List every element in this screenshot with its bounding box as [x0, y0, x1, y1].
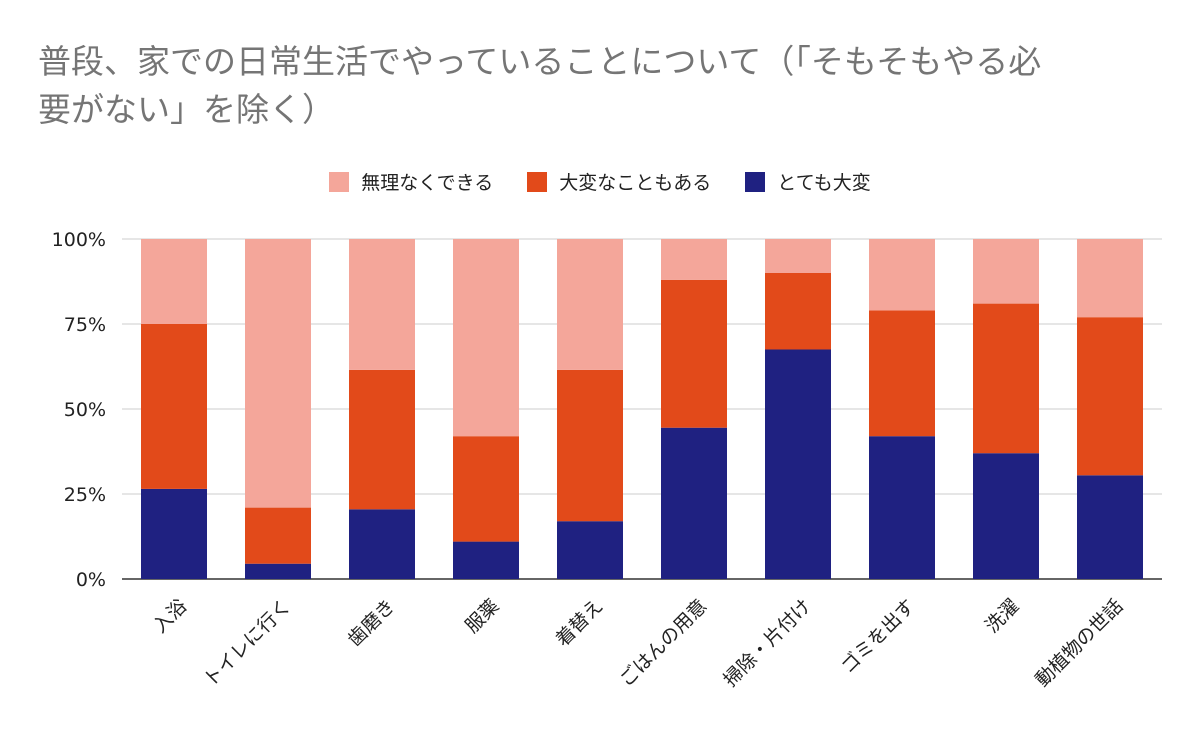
- y-tick-label: 100%: [52, 229, 106, 251]
- bar-segment: [245, 563, 311, 579]
- bar-segment: [661, 427, 727, 579]
- y-tick-label: 50%: [64, 399, 106, 421]
- legend-swatch-very-hard: [745, 171, 766, 192]
- bar-segment: [765, 349, 831, 579]
- x-tick-label: 服薬: [461, 595, 503, 637]
- bar-segment: [453, 541, 519, 579]
- bar-segment: [141, 324, 207, 489]
- bar-segment: [1077, 239, 1143, 318]
- x-tick-label: 掃除・片付け: [719, 595, 815, 691]
- bar-segment: [141, 488, 207, 579]
- bar-segment: [973, 303, 1039, 454]
- chart-legend: 無理なくできる 大変なこともある とても大変: [0, 168, 1200, 195]
- bar-segment: [661, 279, 727, 428]
- bar-segment: [869, 436, 935, 579]
- x-tick-label: 動植物の世話: [1031, 595, 1127, 691]
- legend-label-sometimes-hard: 大変なこともある: [559, 172, 712, 194]
- legend-label-very-hard: とても大変: [777, 172, 871, 194]
- bar-segment: [661, 239, 727, 280]
- legend-swatch-sometimes-hard: [527, 171, 548, 192]
- bar-segment: [557, 521, 623, 579]
- bar-segment: [557, 239, 623, 370]
- x-tick-label: 歯磨き: [344, 595, 400, 651]
- bar-segment: [557, 369, 623, 522]
- bar-segment: [973, 453, 1039, 579]
- bar-segment: [141, 239, 207, 324]
- bar-segment: [1077, 317, 1143, 476]
- legend-item-sometimes-hard: 大変なこともある: [527, 168, 711, 195]
- legend-item-very-hard: とても大変: [745, 168, 871, 195]
- bar-segment: [453, 239, 519, 437]
- chart-title: 普段、家での日常生活でやっていることについて（「そもそもやる必 要がない」を除く…: [38, 38, 1178, 134]
- bar-segment: [349, 369, 415, 510]
- bar-segment: [245, 507, 311, 564]
- bar-segment: [765, 273, 831, 350]
- bar-segment: [869, 239, 935, 311]
- bar-segment: [349, 239, 415, 370]
- x-tick-label: ゴミを出す: [837, 595, 920, 678]
- bar-segment: [245, 239, 311, 508]
- legend-item-easy: 無理なくできる: [329, 168, 493, 195]
- x-tick-label: ごはんの用意: [615, 595, 711, 691]
- x-tick-label: トイレに行く: [199, 595, 295, 691]
- chart-title-line-1: 普段、家での日常生活でやっていることについて（「そもそもやる必: [38, 42, 1042, 81]
- chart-title-line-2: 要がない」を除く）: [38, 90, 335, 129]
- bar-segment: [349, 509, 415, 579]
- x-tick-label: 洗濯: [981, 595, 1023, 637]
- x-tick-label: 着替え: [552, 595, 608, 651]
- y-tick-label: 0%: [76, 569, 106, 591]
- x-tick-label: 入浴: [149, 595, 191, 637]
- bar-segment: [973, 239, 1039, 304]
- bar-segment: [453, 436, 519, 542]
- bar-segment: [1077, 475, 1143, 579]
- legend-label-easy: 無理なくできる: [361, 172, 494, 194]
- y-tick-label: 25%: [64, 484, 106, 506]
- legend-swatch-easy: [329, 171, 350, 192]
- y-tick-label: 75%: [64, 314, 106, 336]
- bar-segment: [765, 239, 831, 273]
- bar-segment: [869, 310, 935, 437]
